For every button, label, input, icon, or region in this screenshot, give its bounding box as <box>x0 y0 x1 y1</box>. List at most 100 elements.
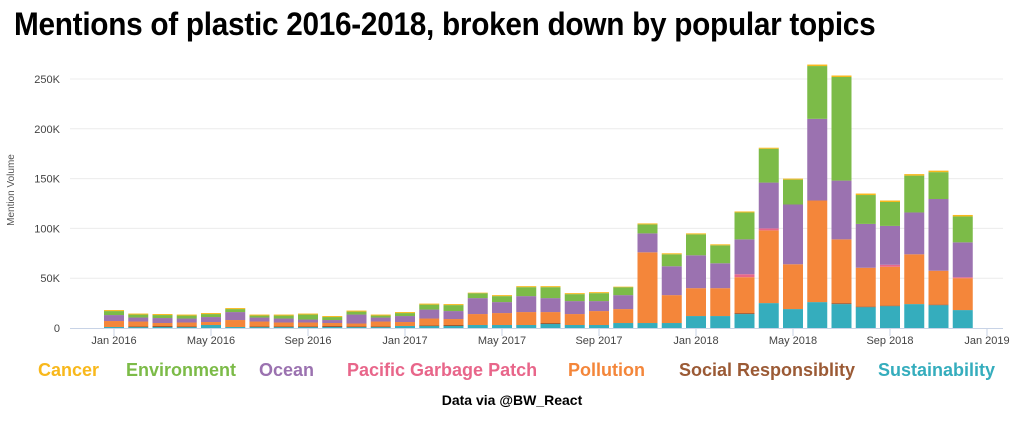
bar-segment-sustainability <box>807 302 828 328</box>
bar-segment-cancer <box>928 170 949 173</box>
bar-segment-ocean <box>734 239 755 275</box>
bar-stack <box>443 304 464 328</box>
bar-segment-pacific-garbage-patch <box>880 264 900 267</box>
bar-segment-cancer <box>540 286 561 288</box>
bar-segment-social-responsiblity <box>249 326 270 328</box>
bar-segment-ocean <box>710 263 731 289</box>
bar-segment-environment <box>249 315 270 318</box>
bar-segment-sustainability <box>492 325 512 328</box>
bar-segment-cancer <box>613 286 634 288</box>
bar-segment-sustainability <box>613 323 634 328</box>
bar-segment-sustainability <box>152 327 173 328</box>
bar-segment-cancer <box>128 313 149 315</box>
y-tick-label: 100K <box>34 223 60 235</box>
bar-segment-environment <box>128 314 149 318</box>
legend-item-sustainability[interactable]: Sustainability <box>878 360 996 380</box>
bar-segment-environment <box>152 315 173 319</box>
bar-segment-environment <box>176 315 197 319</box>
y-axis-title: Mention Volume <box>6 154 17 226</box>
bar-segment-sustainability <box>419 326 440 328</box>
bar-segment-environment <box>928 172 949 200</box>
bar-segment-environment <box>734 212 755 240</box>
bar-segment-cancer <box>831 75 852 78</box>
bar-stack <box>661 253 682 328</box>
legend-item-social-responsibility[interactable]: Social Responsiblity <box>679 360 856 380</box>
chart-title: Mentions of plastic 2016-2018, broken do… <box>14 6 876 42</box>
bar-segment-pollution <box>249 321 270 327</box>
bar-segment-environment <box>273 315 294 319</box>
legend-item-pacific-garbage-patch[interactable]: Pacific Garbage Patch <box>347 360 538 380</box>
bar-segment-environment <box>467 293 488 299</box>
bar-segment-environment <box>298 314 318 320</box>
bar-segment-social-responsiblity <box>346 326 367 328</box>
bar-segment-pollution <box>104 321 124 328</box>
legend-item-cancer[interactable]: Cancer <box>38 360 100 380</box>
bar-segment-sustainability <box>564 325 585 328</box>
bar-segment-ocean <box>176 318 197 323</box>
bar-segment-cancer <box>686 233 706 235</box>
bar-segment-sustainability <box>249 327 270 328</box>
legend-item-ocean[interactable]: Ocean <box>259 360 315 380</box>
bar-segment-pacific-garbage-patch <box>758 228 779 231</box>
bar-segment-environment <box>710 245 731 264</box>
bar-segment-sustainability <box>661 323 682 328</box>
bar-segment-sustainability <box>831 304 852 328</box>
bar-stack <box>370 314 391 328</box>
bar-segment-ocean <box>467 298 488 315</box>
bar-segment-environment <box>419 304 440 310</box>
bar-segment-social-responsiblity <box>831 303 852 305</box>
bar-stack <box>758 147 779 328</box>
bar-stack <box>225 308 246 328</box>
bar-stack <box>637 223 658 328</box>
bar-segment-social-responsiblity <box>128 326 149 328</box>
bar-segment-sustainability <box>225 327 246 328</box>
bar-stack <box>831 75 852 328</box>
bar-segment-ocean <box>783 204 803 265</box>
x-tick-label: Jan 2019 <box>964 335 1009 347</box>
bar-segment-pollution <box>928 270 949 305</box>
bar-segment-ocean <box>855 223 876 268</box>
legend-item-pollution[interactable]: Pollution <box>568 360 645 380</box>
bar-stack <box>855 193 876 328</box>
bar-segment-pollution <box>710 288 731 317</box>
bar-segment-cancer <box>710 244 731 246</box>
bar-segment-social-responsiblity <box>540 323 561 325</box>
bar-segment-environment <box>880 202 900 226</box>
bar-segment-cancer <box>661 253 682 255</box>
bar-stack <box>152 314 173 328</box>
bar-segment-environment <box>758 148 779 183</box>
x-tick-label: May 2017 <box>478 335 526 347</box>
legend-item-environment[interactable]: Environment <box>126 360 237 380</box>
bar-segment-ocean <box>492 302 512 314</box>
bar-segment-cancer <box>201 313 221 315</box>
bar-segment-sustainability <box>686 316 706 328</box>
bar-segment-environment <box>613 287 634 296</box>
bar-segment-social-responsiblity <box>855 306 876 308</box>
bar-segment-environment <box>492 296 512 303</box>
bar-segment-social-responsiblity <box>734 313 755 315</box>
bar-segment-cancer <box>564 293 585 295</box>
bar-segment-pollution <box>346 323 367 327</box>
bar-segment-ocean <box>128 317 149 322</box>
stacked-bar-chart: 0 50K 100K 150K 200K 250K Mention Volume Jan … <box>6 64 1010 347</box>
bar-segment-environment <box>807 66 828 119</box>
bar-segment-sustainability <box>176 327 197 328</box>
bar-segment-pollution <box>783 264 803 310</box>
y-tick-label: 200K <box>34 124 60 136</box>
bar-segment-sustainability <box>516 325 537 328</box>
legend: Cancer Environment Ocean Pacific Garbage… <box>0 360 1024 384</box>
bar-segment-social-responsiblity <box>298 326 318 328</box>
bar-stack <box>734 211 755 328</box>
bar-segment-environment <box>831 77 852 181</box>
bar-stack <box>516 286 537 328</box>
bar-segment-cancer <box>589 292 609 294</box>
bar-segment-ocean <box>395 316 415 323</box>
bar-segment-environment <box>104 311 124 316</box>
bar-segment-environment <box>516 287 537 297</box>
y-tick-label: 250K <box>34 74 60 86</box>
bar-segment-sustainability <box>104 327 124 328</box>
bar-stack <box>613 286 634 328</box>
bar-segment-pollution <box>298 322 318 327</box>
bar-stack <box>589 292 609 328</box>
bar-segment-environment <box>322 317 343 321</box>
